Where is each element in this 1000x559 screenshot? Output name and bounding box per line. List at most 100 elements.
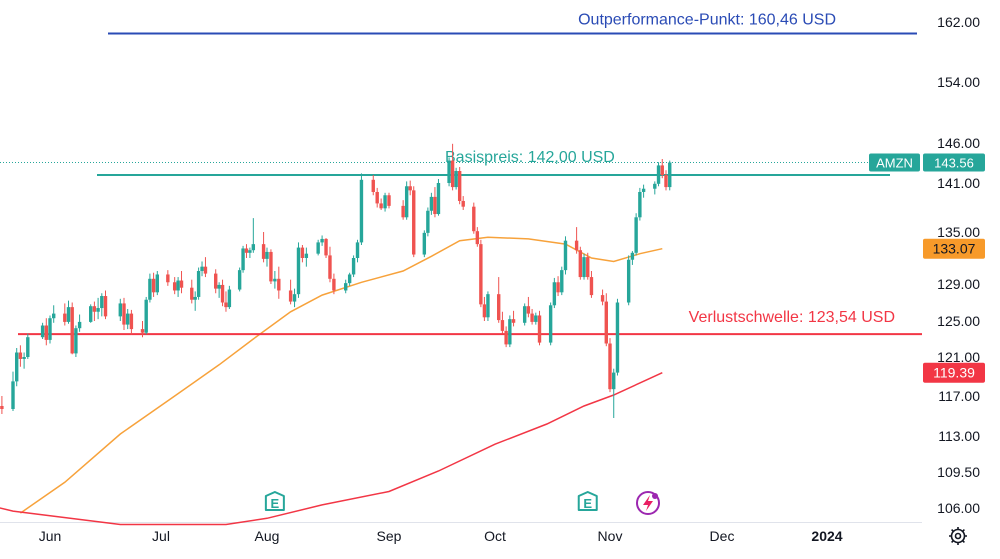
candle[interactable] [328,246,332,283]
candle[interactable] [548,302,553,346]
candle[interactable] [422,230,427,258]
candle[interactable] [347,272,352,286]
candle[interactable] [140,321,145,338]
candle[interactable] [166,270,170,286]
candle[interactable] [48,315,52,344]
candle[interactable] [450,143,455,191]
price-axis[interactable]: 162.00 154.00 146.00 141.00 135.00 129.00 125.… [869,14,985,516]
candle[interactable] [552,277,557,309]
candle[interactable] [190,279,194,304]
candle[interactable] [436,179,441,216]
candle[interactable] [100,293,104,317]
candle[interactable] [589,271,594,298]
lightning-icon[interactable] [636,491,660,515]
candle[interactable] [220,279,225,307]
candle[interactable] [332,273,336,295]
candle[interactable] [74,325,78,358]
candle[interactable] [511,310,516,327]
candle[interactable] [534,312,538,325]
candle[interactable] [324,238,328,258]
candle[interactable] [537,310,542,346]
candle[interactable] [412,186,416,258]
candle[interactable] [482,296,487,321]
candle[interactable] [261,232,266,263]
candle[interactable] [582,253,586,280]
candle[interactable] [70,302,74,355]
candle[interactable] [151,272,156,297]
candle[interactable] [118,298,122,321]
candle[interactable] [426,207,430,237]
candle[interactable] [447,157,451,187]
candle[interactable] [44,318,48,346]
candle[interactable] [371,175,375,196]
candle[interactable] [155,271,159,296]
candle[interactable] [126,308,130,330]
candle[interactable] [454,167,458,190]
earnings-marker[interactable]: E [577,491,598,511]
candle[interactable] [497,277,501,323]
candle[interactable] [144,296,148,335]
candle[interactable] [292,288,297,308]
candle[interactable] [638,187,642,221]
candle[interactable] [375,187,379,208]
candle[interactable] [217,282,221,298]
candle[interactable] [203,257,208,278]
candle[interactable] [556,276,560,297]
candle[interactable] [296,242,301,298]
candle[interactable] [604,293,608,347]
candle[interactable] [355,239,360,263]
candle[interactable] [578,246,583,280]
candle[interactable] [457,167,462,205]
candle[interactable] [664,170,668,191]
candle[interactable] [344,279,348,294]
candle[interactable] [89,304,93,323]
candle[interactable] [304,247,309,267]
candle[interactable] [248,247,252,258]
last-price-tag[interactable]: AMZN 143.56 [869,153,985,172]
candle[interactable] [600,289,605,306]
candle[interactable] [227,285,232,309]
candle[interactable] [608,338,612,393]
candle[interactable] [379,198,383,210]
candle[interactable] [653,181,657,195]
candle[interactable] [500,311,505,334]
candle[interactable] [40,322,45,339]
candle[interactable] [563,236,568,275]
candle[interactable] [277,266,281,299]
candle[interactable] [630,251,635,265]
candle[interactable] [560,266,564,296]
candle[interactable] [404,181,409,220]
candle[interactable] [196,267,201,300]
candle[interactable] [626,255,631,306]
candle[interactable] [574,227,579,254]
candle[interactable] [96,297,100,320]
candle[interactable] [176,277,180,297]
candle[interactable] [18,345,23,367]
candle[interactable] [586,252,590,280]
candle[interactable] [300,245,305,263]
candles[interactable] [0,143,672,430]
candle[interactable] [179,271,184,294]
candle[interactable] [387,192,391,209]
candle[interactable] [660,159,664,179]
candle[interactable] [288,279,293,305]
earnings-marker[interactable]: E [264,491,285,511]
candle[interactable] [11,371,15,411]
candle[interactable] [472,202,476,234]
candle[interactable] [475,227,480,247]
candle[interactable] [461,196,465,210]
candle[interactable] [508,315,512,348]
candle[interactable] [530,308,534,325]
candle[interactable] [22,352,26,369]
candle[interactable] [193,291,197,311]
candle[interactable] [214,269,218,294]
candle[interactable] [612,368,616,418]
candle[interactable] [433,187,437,218]
candle[interactable] [244,244,249,258]
candle[interactable] [316,239,320,256]
candle[interactable] [15,348,19,387]
candle[interactable] [26,333,30,359]
candle[interactable] [103,290,108,320]
candle[interactable] [224,291,228,312]
